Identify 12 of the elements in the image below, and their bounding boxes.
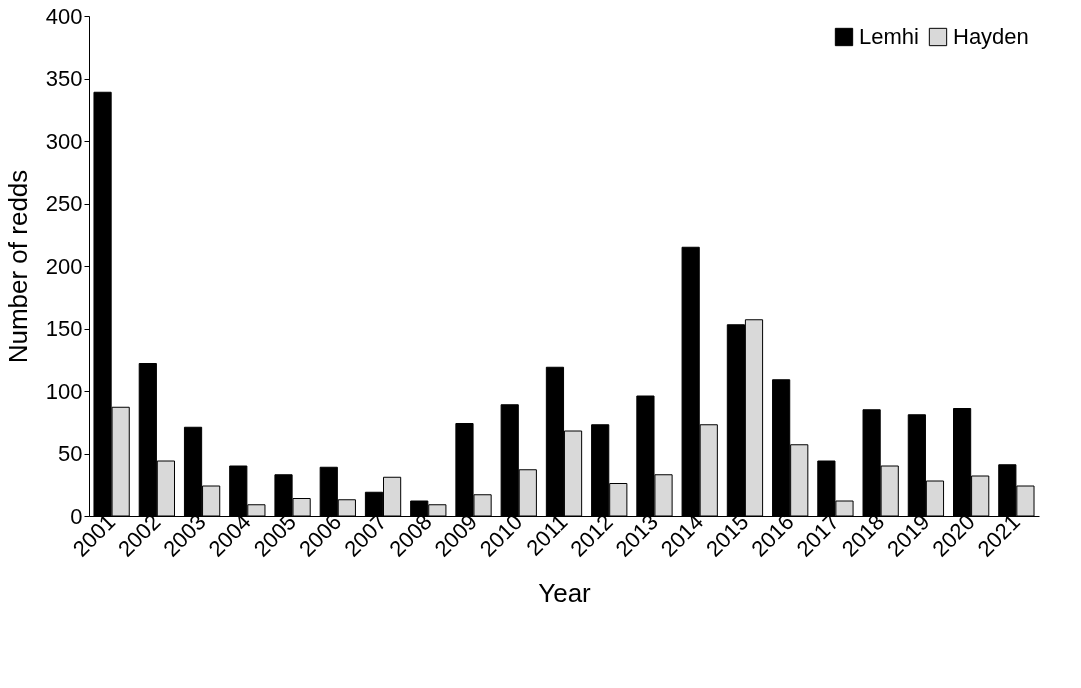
y-tick-label: 400 xyxy=(45,3,83,29)
y-tick-label: 100 xyxy=(45,378,83,404)
y-tick-label: 350 xyxy=(45,66,83,91)
y-tick-label: 200 xyxy=(45,253,83,279)
y-tick-label: 250 xyxy=(45,191,83,216)
y-axis-title: Number of redds xyxy=(2,169,33,364)
legend-label: Hayden xyxy=(953,24,1029,49)
y-tick-label: 150 xyxy=(45,316,83,341)
x-axis-title: Year xyxy=(538,577,592,608)
legend-label: Lemhi xyxy=(859,24,919,49)
y-tick-label: 300 xyxy=(45,128,83,154)
y-tick-label: 50 xyxy=(58,441,83,466)
